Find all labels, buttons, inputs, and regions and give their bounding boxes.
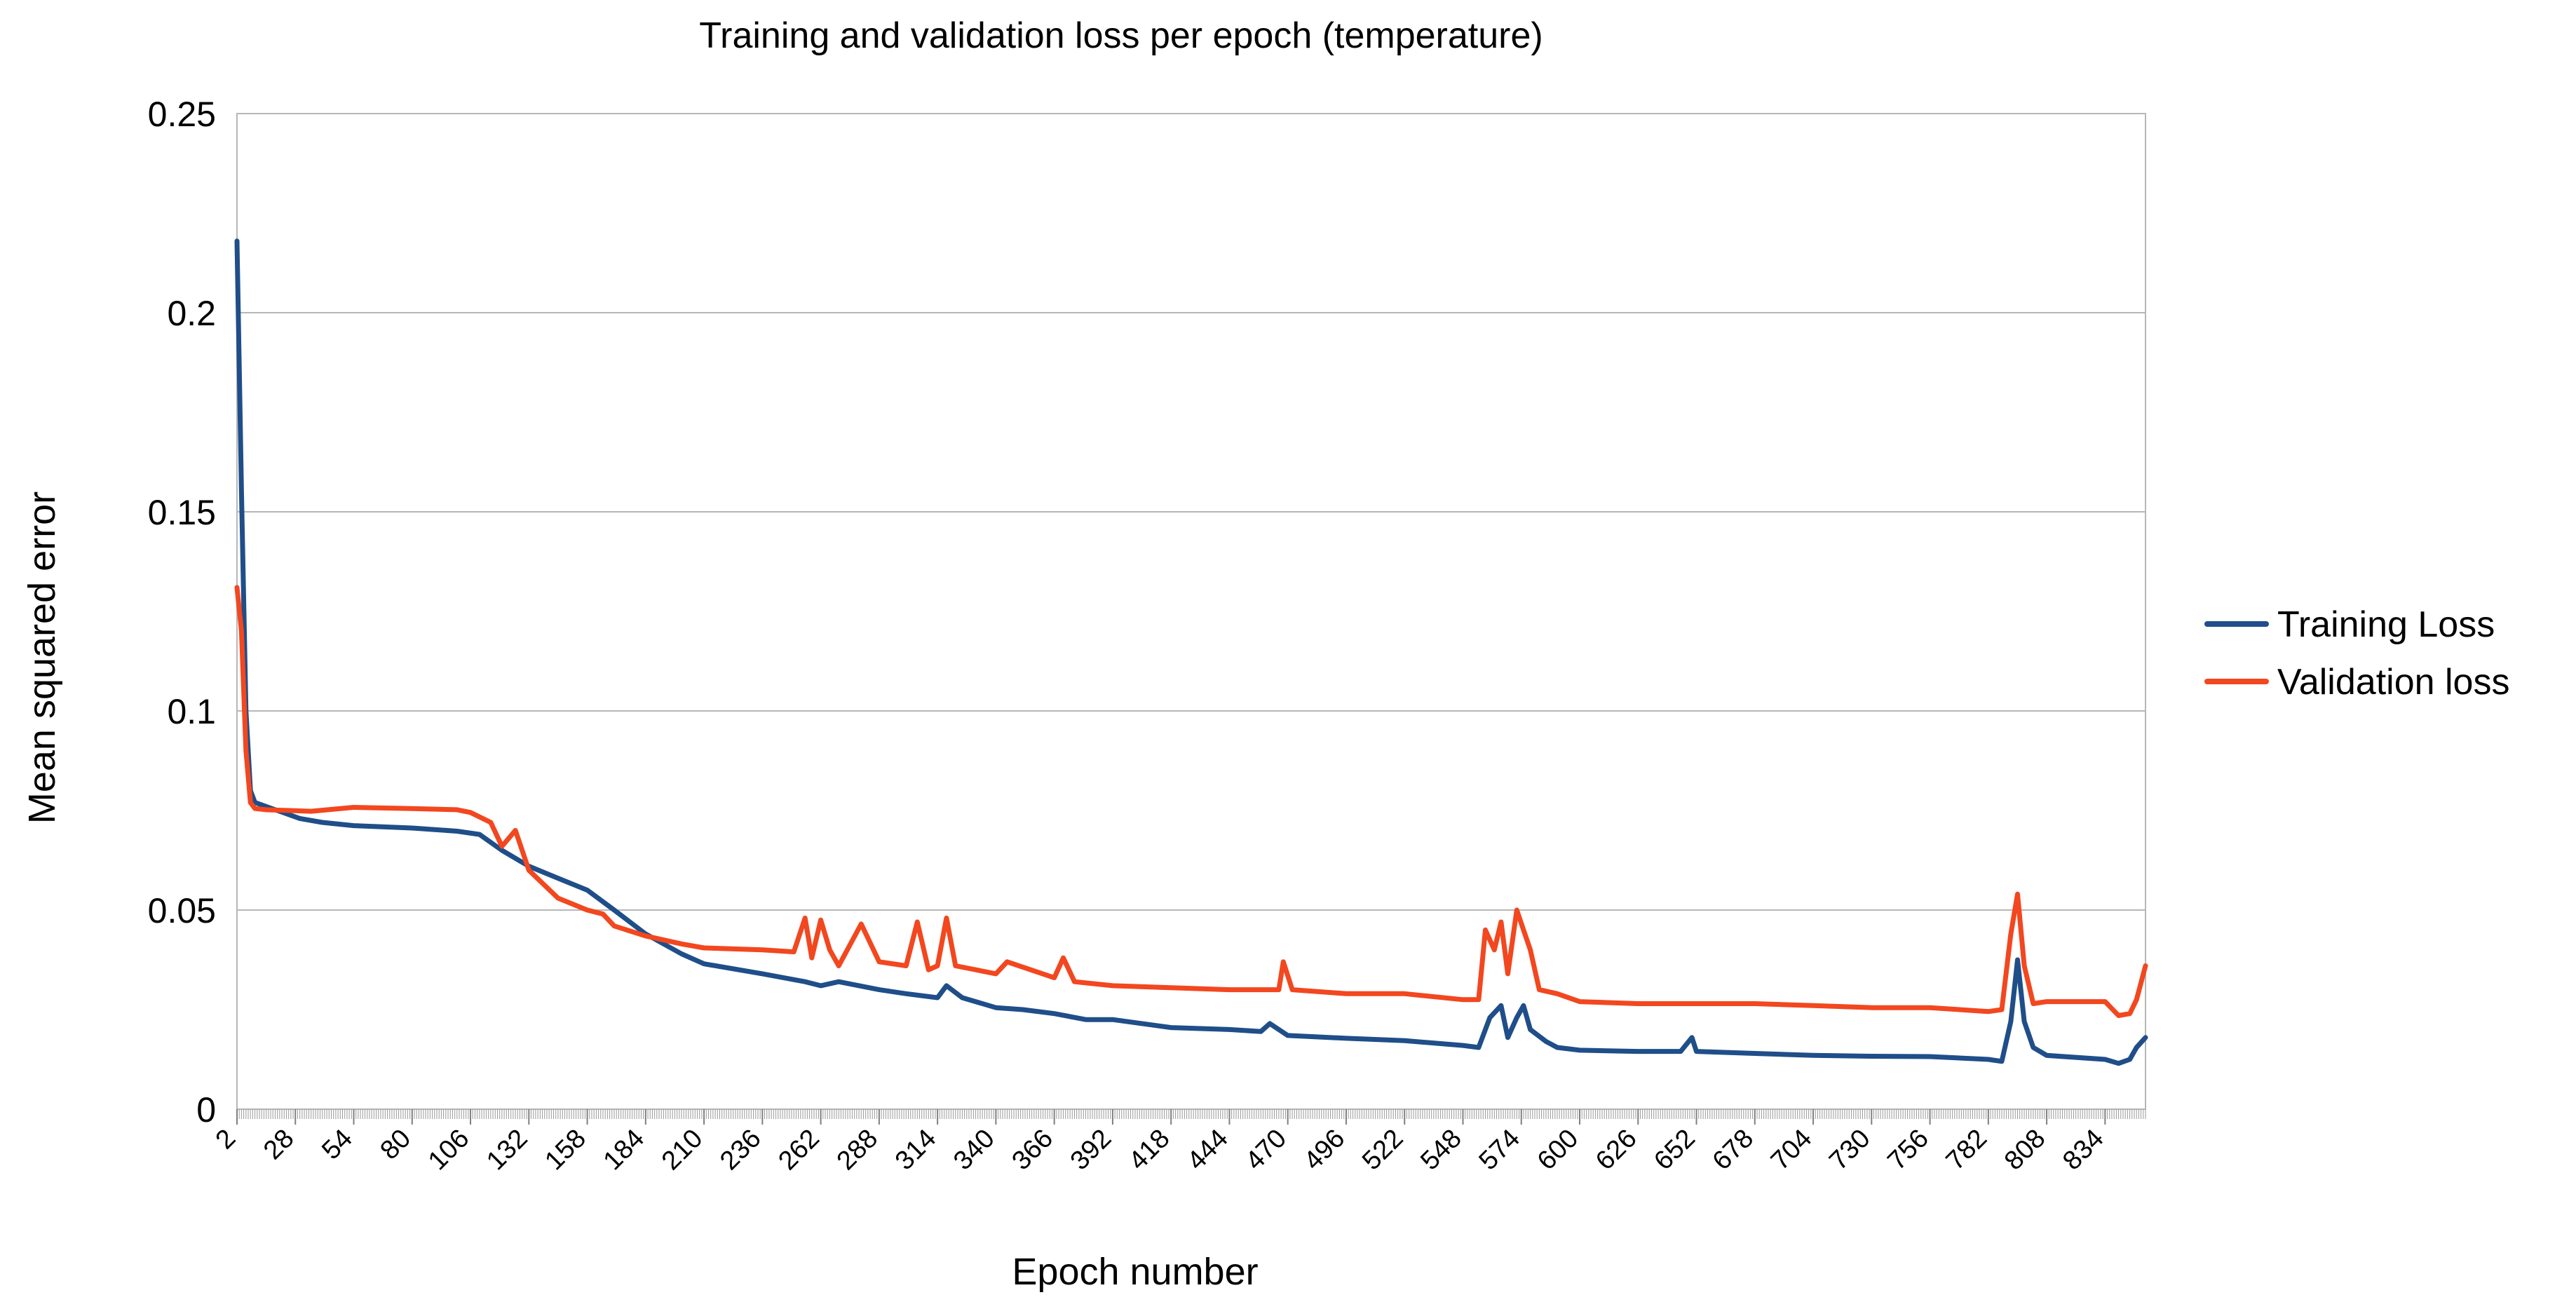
x-axis-label: Epoch number — [1012, 1251, 1258, 1293]
y-tick-label-1: 0.05 — [148, 891, 216, 930]
series-lines — [234, 238, 2148, 1066]
series-line-0 — [234, 238, 2148, 1066]
y-tick-label-4: 0.2 — [167, 294, 216, 333]
series-line-1 — [234, 585, 2148, 1018]
y-tick-label-2: 0.1 — [167, 692, 216, 731]
y-tick-label-0: 0 — [196, 1090, 216, 1130]
y-axis-label: Mean squared error — [21, 491, 63, 824]
y-tick-label-3: 0.15 — [148, 493, 216, 532]
grid-lines — [237, 113, 2145, 911]
legend: Training Loss Validation loss — [2204, 604, 2509, 703]
legend-label-1: Validation loss — [2277, 662, 2509, 703]
legend-label-0: Training Loss — [2277, 604, 2495, 645]
y-tick-label-5: 0.25 — [148, 95, 216, 134]
y-axis-tick-labels: 0 0.05 0.1 0.15 0.2 0.25 — [148, 95, 216, 1130]
chart-title: Training and validation loss per epoch (… — [699, 15, 1543, 56]
x-axis-ticks — [236, 1109, 2146, 1125]
